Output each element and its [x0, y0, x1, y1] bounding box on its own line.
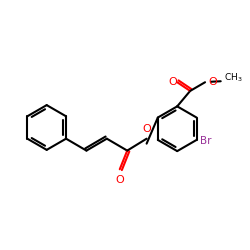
Text: O: O [142, 124, 151, 134]
Text: O: O [116, 175, 124, 185]
Text: O: O [169, 77, 177, 87]
Text: O: O [208, 77, 217, 87]
Text: CH$_3$: CH$_3$ [224, 71, 242, 84]
Text: Br: Br [200, 136, 211, 146]
